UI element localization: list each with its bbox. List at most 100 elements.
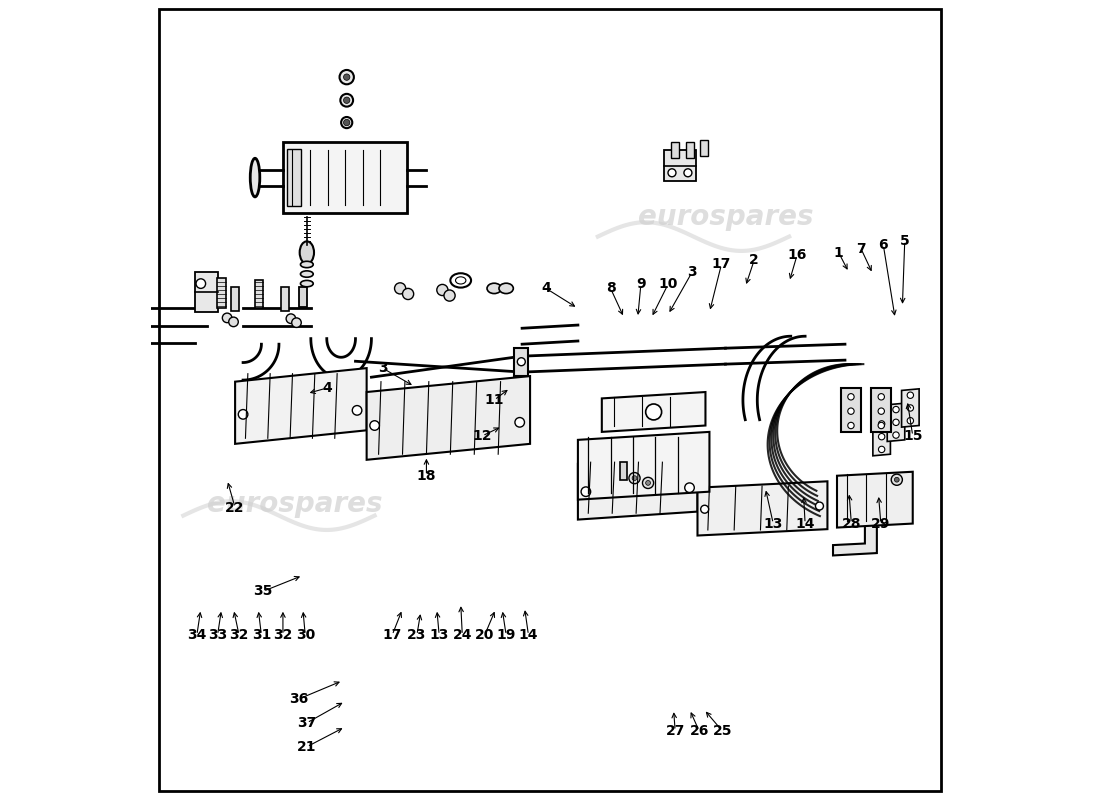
Circle shape	[848, 408, 854, 414]
Text: 26: 26	[690, 724, 708, 738]
Text: 35: 35	[253, 584, 273, 598]
Text: 24: 24	[452, 628, 472, 642]
Circle shape	[395, 283, 406, 294]
Text: 21: 21	[297, 740, 317, 754]
Bar	[671, 142, 679, 158]
Circle shape	[444, 290, 455, 301]
Circle shape	[879, 434, 884, 440]
Circle shape	[437, 285, 448, 295]
Text: 29: 29	[871, 517, 891, 530]
Polygon shape	[902, 389, 920, 427]
Circle shape	[343, 74, 350, 80]
Polygon shape	[697, 482, 827, 535]
Bar	[280, 286, 288, 310]
Circle shape	[684, 483, 694, 493]
Ellipse shape	[300, 271, 313, 278]
Bar	[231, 286, 239, 310]
Circle shape	[891, 474, 902, 486]
Polygon shape	[833, 523, 877, 555]
Bar	[287, 149, 301, 206]
Text: 1: 1	[834, 246, 844, 259]
Bar	[195, 273, 218, 312]
Circle shape	[343, 119, 350, 126]
Circle shape	[581, 487, 591, 497]
Circle shape	[352, 406, 362, 415]
Circle shape	[879, 421, 884, 427]
Polygon shape	[602, 392, 705, 432]
Text: 14: 14	[795, 517, 815, 530]
Circle shape	[878, 394, 884, 400]
Circle shape	[701, 506, 708, 514]
Bar	[255, 281, 263, 308]
Circle shape	[222, 313, 232, 322]
Circle shape	[668, 169, 676, 177]
Ellipse shape	[487, 283, 502, 294]
Ellipse shape	[499, 283, 514, 294]
Circle shape	[196, 279, 206, 288]
Polygon shape	[888, 403, 905, 442]
Text: eurospares: eurospares	[638, 202, 813, 230]
Text: 2: 2	[749, 254, 759, 267]
Text: 25: 25	[713, 724, 732, 738]
Text: 4: 4	[541, 282, 551, 295]
Circle shape	[878, 422, 884, 429]
Bar	[620, 462, 627, 480]
Circle shape	[239, 410, 248, 419]
Text: 6: 6	[879, 238, 888, 251]
Circle shape	[684, 169, 692, 177]
Ellipse shape	[300, 281, 313, 286]
Text: 36: 36	[289, 692, 308, 706]
Bar	[664, 150, 696, 181]
Bar	[299, 286, 307, 306]
Text: 13: 13	[763, 517, 783, 530]
Circle shape	[646, 481, 650, 486]
Circle shape	[879, 446, 884, 453]
Text: 32: 32	[230, 628, 249, 642]
Circle shape	[517, 358, 526, 366]
Circle shape	[341, 117, 352, 128]
Circle shape	[343, 97, 350, 103]
Text: 37: 37	[297, 716, 317, 730]
Text: 28: 28	[842, 517, 861, 530]
Text: 8: 8	[606, 282, 616, 295]
Circle shape	[894, 478, 899, 482]
Text: 3: 3	[377, 361, 387, 375]
Text: 18: 18	[417, 469, 437, 482]
Bar	[871, 388, 891, 432]
Circle shape	[632, 476, 637, 481]
Circle shape	[629, 473, 640, 484]
Text: 17: 17	[712, 258, 732, 271]
Circle shape	[893, 419, 899, 426]
Ellipse shape	[250, 158, 260, 197]
Circle shape	[848, 422, 854, 429]
Text: 22: 22	[226, 501, 245, 514]
Text: 3: 3	[688, 266, 696, 279]
Text: 30: 30	[296, 628, 315, 642]
Text: 27: 27	[666, 724, 685, 738]
Text: 32: 32	[273, 628, 293, 642]
Bar	[217, 278, 227, 308]
Ellipse shape	[300, 262, 313, 268]
Ellipse shape	[455, 277, 466, 284]
Circle shape	[286, 314, 296, 323]
Bar	[514, 348, 528, 376]
Text: 12: 12	[473, 429, 492, 443]
Polygon shape	[235, 368, 366, 444]
Text: 10: 10	[658, 278, 678, 291]
Text: 31: 31	[252, 628, 271, 642]
Circle shape	[229, 317, 239, 326]
Polygon shape	[837, 472, 913, 527]
Circle shape	[908, 392, 913, 398]
Polygon shape	[578, 456, 697, 519]
Circle shape	[893, 406, 899, 413]
Ellipse shape	[450, 274, 471, 287]
Text: 11: 11	[484, 393, 504, 407]
Ellipse shape	[299, 242, 314, 264]
Text: 15: 15	[903, 429, 923, 443]
Bar	[842, 388, 861, 432]
Text: 5: 5	[900, 234, 910, 247]
Circle shape	[908, 405, 913, 411]
Circle shape	[893, 432, 899, 438]
Text: 14: 14	[519, 628, 538, 642]
Polygon shape	[366, 376, 530, 460]
